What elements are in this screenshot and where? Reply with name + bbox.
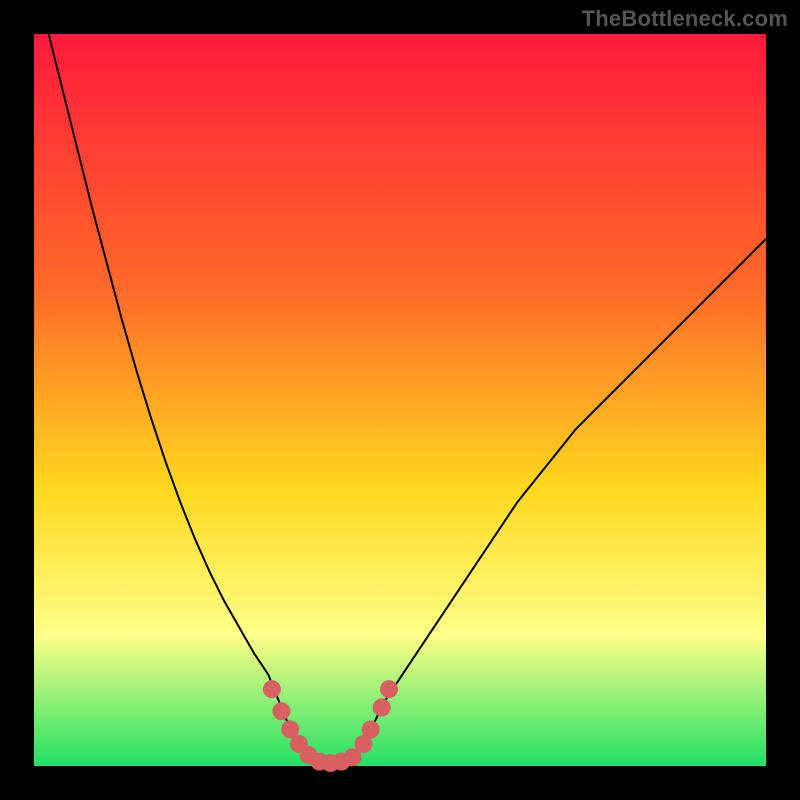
curve-marker: [380, 680, 398, 698]
watermark-text: TheBottleneck.com: [582, 6, 788, 32]
curve-marker: [362, 720, 380, 738]
chart-svg-overlay: [0, 0, 800, 800]
curve-marker: [272, 702, 290, 720]
curve-marker: [373, 698, 391, 716]
curve-marker: [263, 680, 281, 698]
bottleneck-curve: [49, 34, 766, 763]
